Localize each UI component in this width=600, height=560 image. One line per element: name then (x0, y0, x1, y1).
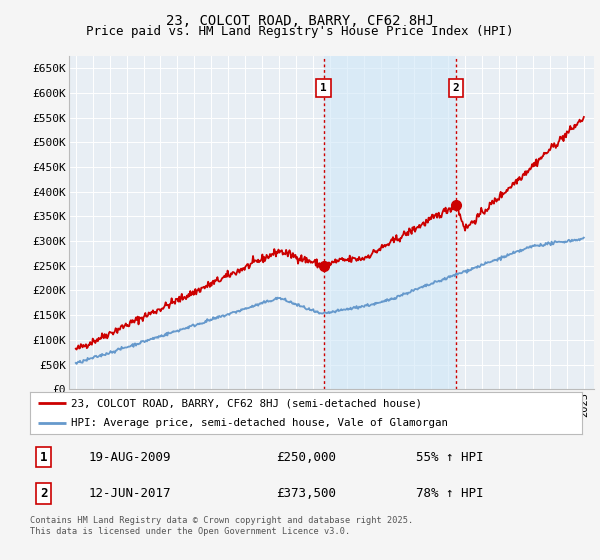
Text: 19-AUG-2009: 19-AUG-2009 (88, 451, 170, 464)
Text: 2: 2 (452, 83, 460, 93)
Text: 2: 2 (40, 487, 47, 500)
Text: Price paid vs. HM Land Registry's House Price Index (HPI): Price paid vs. HM Land Registry's House … (86, 25, 514, 38)
Text: £250,000: £250,000 (276, 451, 336, 464)
Text: 55% ↑ HPI: 55% ↑ HPI (416, 451, 483, 464)
Text: 23, COLCOT ROAD, BARRY, CF62 8HJ: 23, COLCOT ROAD, BARRY, CF62 8HJ (166, 14, 434, 28)
Text: Contains HM Land Registry data © Crown copyright and database right 2025.
This d: Contains HM Land Registry data © Crown c… (30, 516, 413, 536)
Text: 78% ↑ HPI: 78% ↑ HPI (416, 487, 483, 500)
Bar (324, 56, 456, 389)
Text: 1: 1 (320, 83, 327, 93)
Text: HPI: Average price, semi-detached house, Vale of Glamorgan: HPI: Average price, semi-detached house,… (71, 418, 448, 428)
Text: 23, COLCOT ROAD, BARRY, CF62 8HJ (semi-detached house): 23, COLCOT ROAD, BARRY, CF62 8HJ (semi-d… (71, 398, 422, 408)
Text: £373,500: £373,500 (276, 487, 336, 500)
Text: 1: 1 (40, 451, 47, 464)
Text: 12-JUN-2017: 12-JUN-2017 (88, 487, 170, 500)
